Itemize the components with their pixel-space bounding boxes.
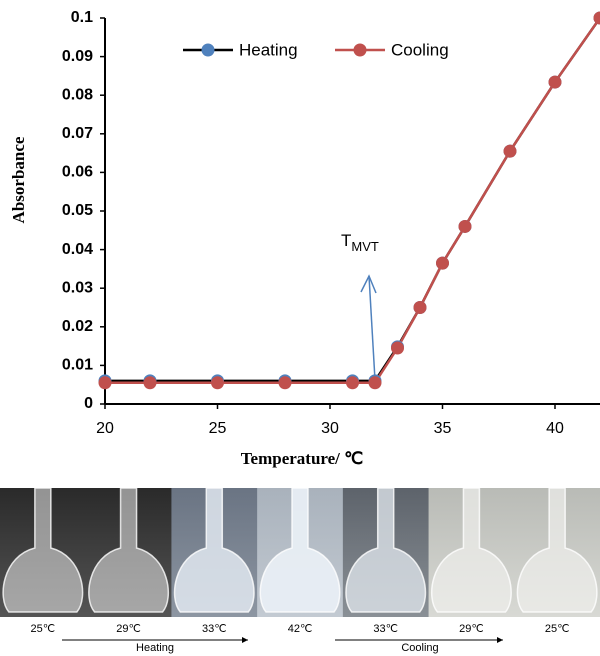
annotation-text: T	[341, 231, 351, 250]
heating-label: Heating	[136, 642, 174, 654]
photo-label: 25℃	[545, 623, 570, 635]
y-tick-label: 0.05	[62, 202, 93, 219]
annotation-arrowhead	[360, 274, 377, 294]
flask	[345, 487, 427, 613]
y-tick-label: 0	[84, 395, 93, 412]
cooling-label: Cooling	[401, 642, 438, 654]
flask	[88, 487, 170, 613]
y-tick-label: 0.09	[62, 48, 93, 65]
x-tick-label: 30	[321, 420, 339, 437]
marker	[413, 301, 427, 314]
marker	[278, 376, 292, 390]
y-tick-label: 0.06	[62, 164, 93, 181]
marker	[593, 11, 600, 25]
marker	[458, 219, 472, 233]
legend-marker	[353, 43, 367, 57]
y-tick-label: 0.1	[71, 9, 93, 26]
legend-marker	[201, 43, 215, 57]
marker	[346, 376, 359, 390]
y-tick-label: 0.03	[62, 279, 93, 296]
marker	[368, 376, 382, 390]
marker	[211, 376, 224, 390]
annotation-subscript: MVT	[351, 239, 379, 254]
legend-label: Heating	[239, 40, 298, 59]
x-tick-label: 20	[96, 420, 114, 437]
x-tick-label: 35	[434, 420, 452, 437]
y-tick-label: 0.07	[62, 125, 93, 142]
photo-label: 29℃	[116, 623, 141, 635]
flask	[2, 487, 84, 613]
legend-label: Cooling	[391, 40, 449, 59]
annotation-arrow	[368, 275, 376, 381]
flask	[259, 487, 341, 613]
marker	[98, 376, 112, 390]
photo-label: 42℃	[288, 623, 313, 635]
flask	[430, 487, 512, 613]
marker	[548, 75, 562, 89]
marker	[391, 341, 404, 355]
marker	[503, 144, 517, 158]
x-tick-label: 25	[209, 420, 227, 437]
x-axis-title: Temperature/ ℃	[241, 449, 364, 468]
marker	[143, 376, 157, 390]
y-tick-label: 0.01	[62, 357, 93, 374]
x-tick-label: 40	[546, 420, 564, 437]
cooling-arrowhead	[497, 637, 503, 643]
photo-strip: 25℃ 29℃ 33℃ 42℃ 33℃ 29℃ 25℃	[0, 487, 600, 635]
photo-label: 33℃	[373, 623, 398, 635]
y-tick-label: 0.02	[62, 318, 93, 335]
series-line	[105, 17, 600, 385]
photo-label: 29℃	[459, 623, 484, 635]
marker	[436, 256, 449, 270]
series-line	[105, 17, 600, 383]
flask	[173, 487, 255, 613]
y-axis-title: Absorbance	[9, 136, 28, 223]
flask	[516, 487, 598, 613]
annotation: TMVT	[341, 231, 379, 254]
photo-label: 33℃	[202, 623, 227, 635]
heating-arrowhead	[242, 637, 248, 643]
photo-label: 25℃	[31, 623, 56, 635]
y-tick-label: 0.04	[62, 241, 93, 258]
y-tick-label: 0.08	[62, 86, 93, 103]
